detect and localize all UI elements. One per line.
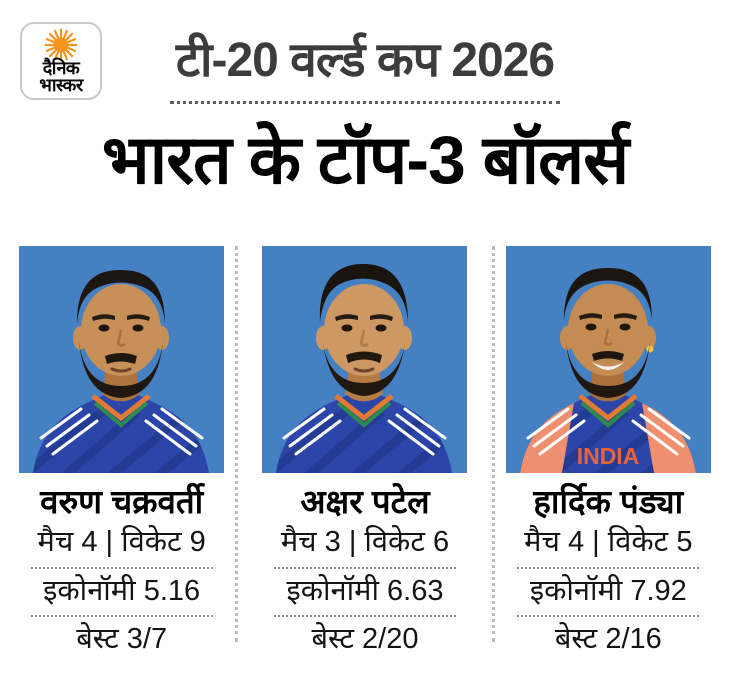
player-card: अक्षर पटेल मैच 3 | विकेट 6 इकोनॉमी 6.63 … <box>243 246 486 656</box>
brand-logo: दैनिक भास्कर <box>20 22 102 100</box>
stat-divider <box>273 566 456 569</box>
page-title: भारत के टॉप-3 बॉलर्स <box>101 122 629 198</box>
column-divider <box>492 246 495 642</box>
stat-divider <box>30 566 213 569</box>
stat-economy: इकोनॉमी 7.92 <box>529 574 687 607</box>
header: टी-20 वर्ल्ड कप 2026 <box>0 26 730 104</box>
stat-match-wicket: मैच 4 | विकेट 5 <box>524 525 693 558</box>
stat-best: बेस्ट 3/7 <box>76 623 168 656</box>
sun-icon <box>44 28 78 62</box>
players-row: वरुण चक्रवर्ती मैच 4 | विकेट 9 इकोनॉमी 5… <box>0 246 730 656</box>
player-photo <box>19 246 225 473</box>
column-divider <box>235 246 238 642</box>
stat-divider <box>273 615 456 618</box>
player-name: हार्दिक पंड्या <box>533 483 684 520</box>
header-title: टी-20 वर्ल्ड कप 2026 <box>169 26 561 104</box>
player-name: वरुण चक्रवर्ती <box>40 483 204 520</box>
stat-economy: इकोनॉमी 6.63 <box>286 574 444 607</box>
player-name: अक्षर पटेल <box>300 483 430 520</box>
brand-name-line2: भास्कर <box>39 75 83 96</box>
brand-name: दैनिक भास्कर <box>39 58 83 96</box>
stat-divider <box>30 615 213 618</box>
stat-match-wicket: मैच 3 | विकेट 6 <box>280 525 450 558</box>
player-photo: INDIA <box>505 246 711 473</box>
player-card: वरुण चक्रवर्ती मैच 4 | विकेट 9 इकोनॉमी 5… <box>0 246 243 656</box>
stat-divider <box>517 615 700 618</box>
brand-name-line1: दैनिक <box>42 58 80 78</box>
stat-divider <box>517 566 700 569</box>
player-card: INDIA हार्दिक पंड्या मैच 4 | विकेट 5 इको… <box>487 246 730 656</box>
stat-best: बेस्ट 2/20 <box>311 623 419 656</box>
stat-best: बेस्ट 2/16 <box>554 623 662 656</box>
stat-economy: इकोनॉमी 5.16 <box>43 574 201 607</box>
player-photo <box>262 246 468 473</box>
stat-match-wicket: मैच 4 | विकेट 9 <box>37 525 206 558</box>
jersey-text: INDIA <box>577 443 640 469</box>
